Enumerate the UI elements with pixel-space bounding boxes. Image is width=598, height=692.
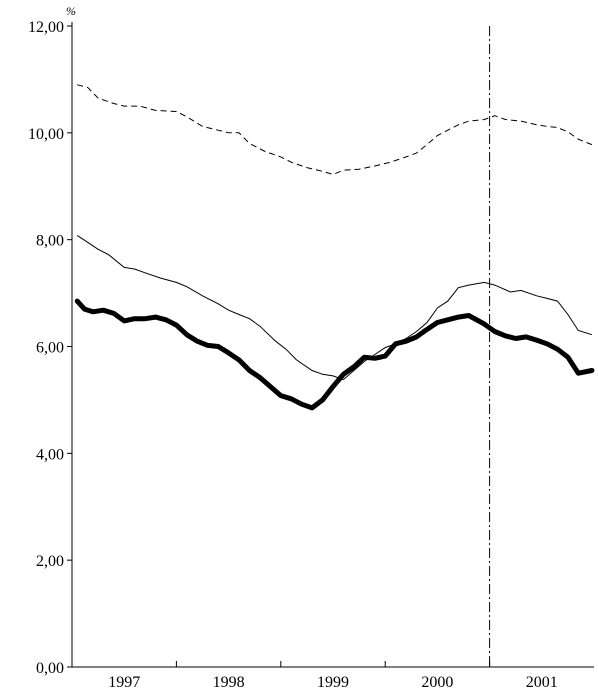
- y-tick-label: 6,00: [36, 340, 64, 357]
- y-unit-label: %: [66, 4, 76, 18]
- axes: 0,00 2,00 4,00 6,00 8,00 10,00 12,00 1997 1998 19…: [28, 19, 594, 691]
- y-tick-label: 0,00: [36, 660, 64, 677]
- x-tick-label: 2000: [421, 674, 453, 691]
- series-line-thin: [76, 234, 593, 381]
- series-line-thick: [74, 298, 595, 411]
- y-tick-label: 2,00: [36, 553, 64, 570]
- x-tick-label: 1997: [108, 674, 140, 691]
- x-tick-label: 2001: [526, 674, 558, 691]
- y-tick-label: 4,00: [36, 446, 64, 463]
- y-tick-label: 12,00: [28, 19, 64, 36]
- x-tick-label: 1998: [213, 674, 245, 691]
- x-tick-label: 1999: [317, 674, 349, 691]
- y-tick-label: 8,00: [36, 233, 64, 250]
- y-tick-label: 10,00: [28, 126, 64, 143]
- series-layer: [74, 84, 595, 411]
- series-line-dashed: [77, 84, 593, 176]
